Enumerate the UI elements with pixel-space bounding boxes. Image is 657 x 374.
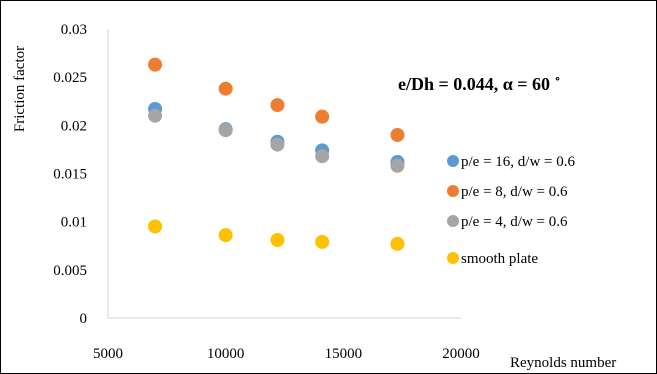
legend-label-3: p/e = 4, d/w = 0.6	[461, 214, 568, 230]
x-tick-labels: 5000 10000 15000 20000	[93, 346, 480, 362]
chart-annotation: e/Dh = 0.044, α = 60 ˚	[398, 74, 561, 94]
data-point-series-4	[218, 228, 233, 243]
data-point-series-3	[315, 149, 330, 164]
y-tick-label: 0.01	[61, 215, 87, 231]
data-point-series-2	[218, 81, 233, 96]
data-point-series-4	[148, 219, 163, 234]
data-point-series-2	[315, 109, 330, 124]
legend: p/e = 16, d/w = 0.6 p/e = 8, d/w = 0.6 p/e…	[447, 154, 575, 267]
data-point-series-3	[218, 123, 233, 138]
legend-marker-2	[447, 185, 459, 197]
y-tick-labels: 0 0.005 0.01 0.015 0.02 0.025 0.03	[53, 22, 87, 327]
legend-marker-1	[447, 155, 459, 167]
y-tick-label: 0.02	[61, 118, 87, 134]
data-points	[148, 57, 405, 251]
data-point-series-4	[315, 234, 330, 249]
x-axis-title: Reynolds number	[510, 355, 616, 371]
x-tick-label: 5000	[93, 346, 123, 362]
y-tick-label: 0.005	[53, 263, 87, 279]
y-tick-label: 0.03	[61, 22, 87, 38]
data-point-series-2	[148, 57, 163, 72]
legend-label-1: p/e = 16, d/w = 0.6	[461, 154, 575, 170]
data-point-series-4	[270, 232, 285, 247]
data-point-series-3	[270, 137, 285, 152]
x-tick-label: 20000	[442, 346, 480, 362]
legend-marker-4	[447, 252, 459, 264]
x-tick-label: 15000	[325, 346, 363, 362]
x-tick-label: 10000	[207, 346, 245, 362]
legend-label-2: p/e = 8, d/w = 0.6	[461, 184, 568, 200]
data-point-series-3	[390, 158, 405, 173]
legend-label-4: smooth plate	[461, 251, 538, 267]
y-tick-label: 0.025	[53, 70, 87, 86]
data-point-series-4	[390, 236, 405, 251]
y-tick-label: 0.015	[53, 167, 87, 183]
y-axis-title: Friction factor	[12, 46, 28, 132]
data-point-series-2	[390, 127, 405, 142]
y-tick-label: 0	[80, 311, 88, 327]
legend-marker-3	[447, 215, 459, 227]
data-point-series-2	[270, 98, 285, 113]
data-point-series-3	[148, 108, 163, 123]
